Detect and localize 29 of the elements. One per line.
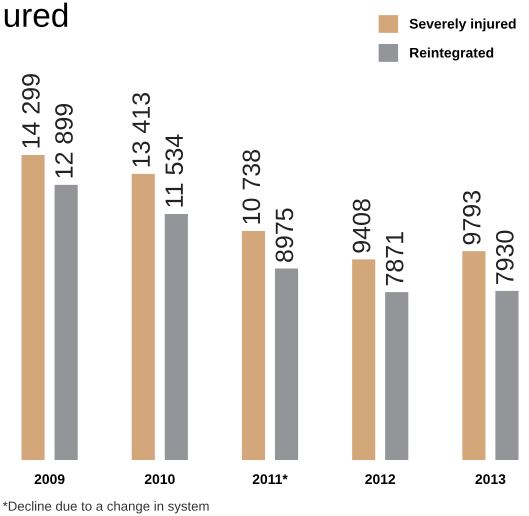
bar [274, 268, 298, 460]
data-label: 9408 [352, 199, 370, 253]
data-label: 10 738 [242, 150, 260, 224]
x-tick-label: 2012 [365, 474, 396, 484]
data-label: 14 299 [22, 74, 40, 148]
data-label: 12 899 [55, 104, 73, 178]
chart-title: ured [4, 2, 68, 28]
bar [462, 251, 486, 460]
x-tick-label: 2011* [252, 474, 288, 484]
bar [164, 214, 188, 460]
data-label: 9793 [462, 191, 481, 244]
x-tick-label: 2013 [475, 474, 506, 484]
data-label: 13 413 [132, 92, 150, 166]
bar [385, 292, 408, 460]
bar [495, 290, 519, 460]
x-tick-label: 2010 [144, 474, 175, 484]
data-label: 7871 [386, 232, 404, 286]
bar [21, 155, 45, 460]
bar [54, 184, 78, 460]
bar [242, 230, 266, 460]
data-label: 7930 [496, 230, 514, 284]
bar [132, 174, 155, 460]
legend-label: Severely injured [410, 18, 516, 32]
legend-label: Reintegrated [410, 47, 494, 60]
text: *Decline due to a change in system [2, 501, 209, 514]
x-tick-label: 2009 [34, 474, 65, 484]
data-label: 11 534 [165, 134, 184, 207]
data-label: 8975 [276, 208, 294, 262]
bar [352, 259, 376, 460]
